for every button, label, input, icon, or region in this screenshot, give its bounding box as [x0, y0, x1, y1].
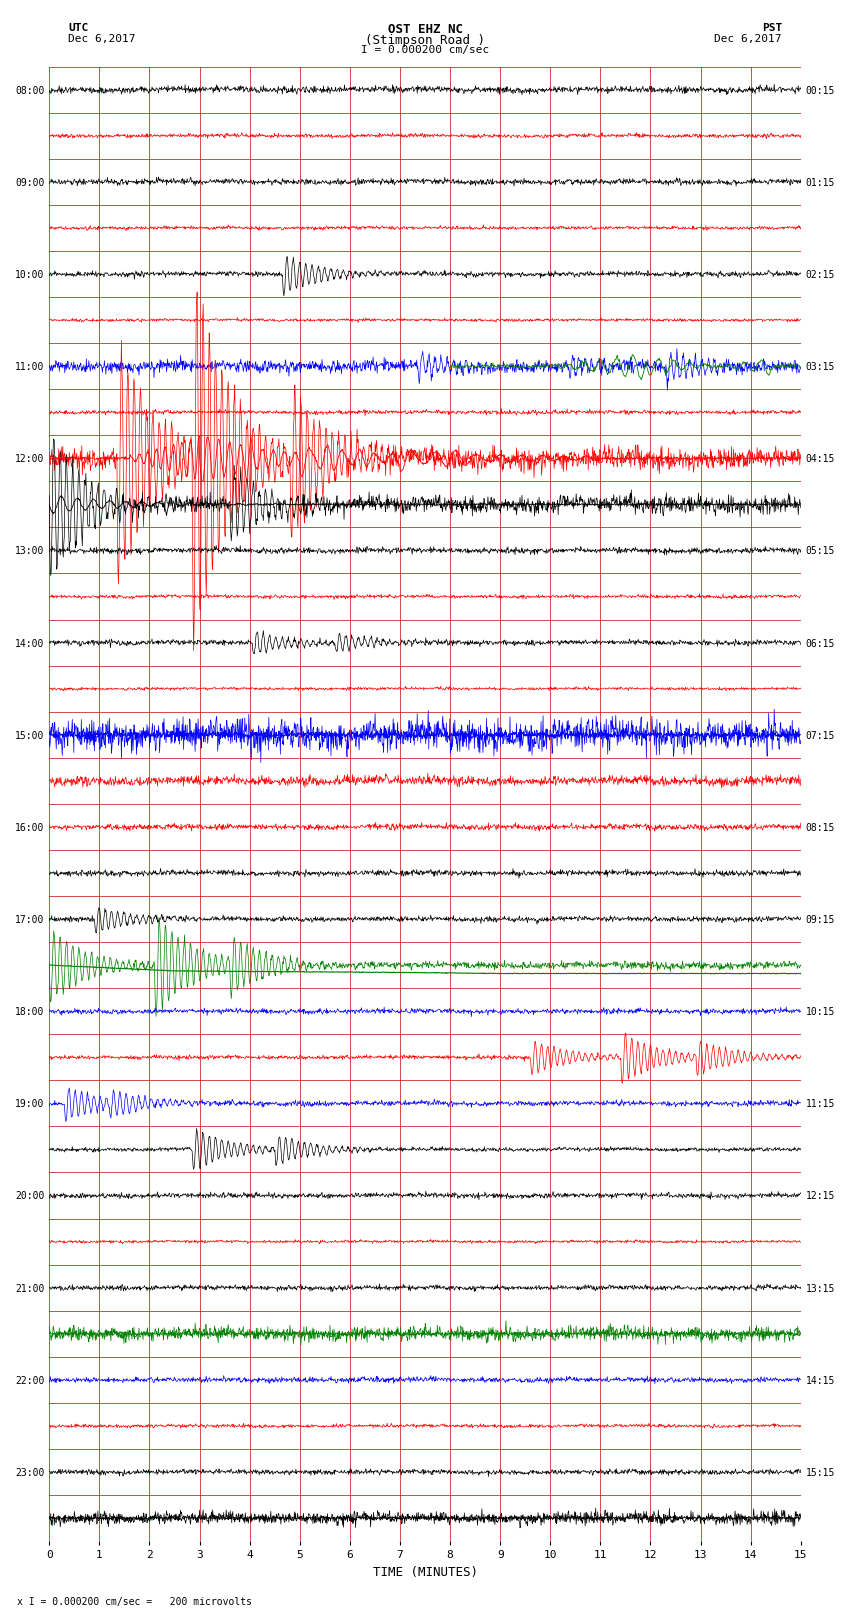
Text: OST EHZ NC: OST EHZ NC — [388, 23, 462, 35]
Text: UTC: UTC — [68, 23, 88, 32]
Text: x I = 0.000200 cm/sec =   200 microvolts: x I = 0.000200 cm/sec = 200 microvolts — [17, 1597, 252, 1607]
Text: Dec 6,2017: Dec 6,2017 — [68, 34, 135, 44]
Text: PST: PST — [762, 23, 782, 32]
Text: Dec 6,2017: Dec 6,2017 — [715, 34, 782, 44]
Text: I = 0.000200 cm/sec: I = 0.000200 cm/sec — [361, 45, 489, 55]
X-axis label: TIME (MINUTES): TIME (MINUTES) — [372, 1566, 478, 1579]
Text: (Stimpson Road ): (Stimpson Road ) — [365, 34, 485, 47]
